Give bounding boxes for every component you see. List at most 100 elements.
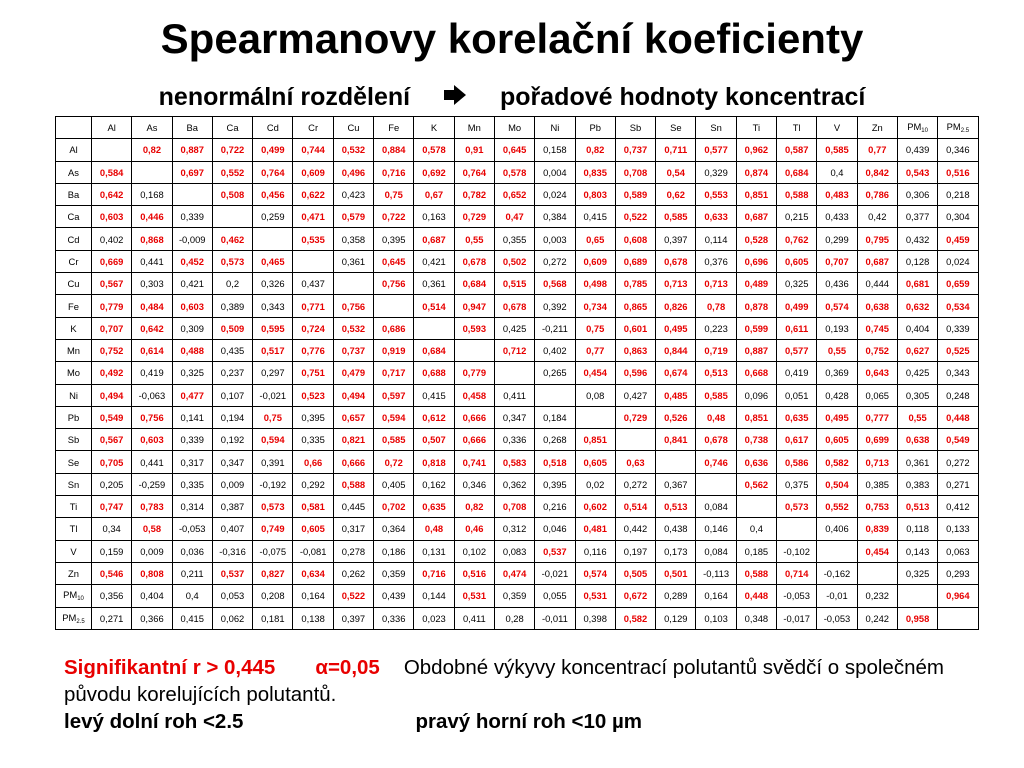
table-cell [574,405,616,430]
column-header: Mo [493,115,536,140]
table-row: Ca 0,603 0,446 0,339 0,259 0,471 0,579 0,722 0,1… [55,205,979,229]
table-cell: 0,387 [211,495,254,519]
table-cell: 0,58 [131,517,173,541]
table-cell: 0,268 [534,428,576,452]
column-header: Fe [373,115,415,140]
table-cell: 0,051 [776,383,818,407]
table-cell: 0,764 [252,160,294,184]
table-cell: 0,053 [211,584,254,608]
table-cell: 0,782 [453,182,495,207]
table-cell: 0,306 [896,182,939,207]
table-cell: 0,211 [171,561,213,586]
table-cell: 0,603 [171,294,213,318]
footer-line-3: levý dolní roh <2.5 pravý horní roh <10 µ… [64,708,984,735]
table-cell: 0,642 [131,316,173,340]
table-cell: 0,28 [493,606,536,630]
table-cell: 0,531 [574,584,616,608]
row-header: Ca [55,205,92,229]
table-cell: 0,635 [776,405,818,430]
table-cell: 0,593 [453,316,495,340]
row-header: K [55,316,92,340]
table-cell: 0,46 [453,517,495,541]
table-cell: -0,053 [816,606,858,630]
table-cell: 0,708 [614,160,657,184]
table-cell: 0,589 [614,182,657,207]
table-cell: -0,009 [171,227,213,251]
table-cell: 0,609 [574,249,616,274]
table-cell: 0,335 [171,472,213,497]
table-cell: 0,355 [493,227,536,251]
table-cell: 0,143 [896,539,939,563]
table-cell: 0,163 [413,205,455,229]
table-cell: 0,645 [373,249,415,274]
table-cell: 0,065 [856,383,898,407]
table-cell: 0,384 [534,205,576,229]
table-cell: 0,419 [131,361,173,385]
table-cell [211,205,254,229]
table-cell: 0,329 [695,160,737,184]
table-cell: 0,756 [131,405,173,430]
table-cell: 0,216 [534,495,576,519]
row-header: Zn [55,561,92,586]
row-header: Cd [55,227,92,251]
column-header: Ba [171,115,213,140]
table-cell: 0,317 [332,517,375,541]
table-cell: 0,594 [373,405,415,430]
table-cell: 0,495 [655,316,697,340]
table-row: Ba 0,642 0,168 0,508 0,456 0,622 0,423 0,75 0,67… [55,182,979,207]
table-cell: 0,336 [493,428,536,452]
table-cell: 0,448 [735,584,778,608]
table-row: Al 0,82 0,887 0,722 0,499 0,744 0,532 0,884 0,57… [55,138,979,162]
table-cell: 0,303 [131,272,173,296]
table-cell: 0,713 [655,272,697,296]
table-cell: 0,485 [655,383,697,407]
table-cell: -0,075 [252,539,294,563]
table-cell: 0,325 [776,272,818,296]
table-cell: 0,096 [735,383,778,407]
table-cell: 0,756 [332,294,375,318]
table-row: Ti 0,747 0,783 0,314 0,387 0,573 0,581 0,445 0,7… [55,495,979,519]
table-cell: 0,278 [332,539,375,563]
table-cell: 0,605 [816,428,858,452]
table-cell: 0,749 [252,517,294,541]
table-row: Cu 0,567 0,303 0,421 0,2 0,326 0,437 0,756 0,361… [55,272,979,296]
table-cell: 0,66 [292,450,334,474]
table-cell: 0,339 [171,205,213,229]
table-cell: 0,494 [332,383,375,407]
table-cell: 0,737 [332,338,375,363]
table-cell: 0,567 [90,428,133,452]
table-cell: 0,297 [252,361,294,385]
table-cell: 0,481 [574,517,616,541]
table-cell: 0,48 [413,517,455,541]
table-cell: 0,702 [373,495,415,519]
column-header: Ca [211,115,254,140]
table-cell: 0,779 [453,361,495,385]
table-cell: 0,083 [493,539,536,563]
table-cell: 0,168 [131,182,173,207]
table-cell: 0,587 [776,138,818,162]
table-cell: 0,405 [373,472,415,497]
column-header: As [131,115,173,140]
correlation-table-wrapper: Al As Ba Ca Cd Cr Cu Fe K Mn Mo Ni Pb Sb Se Sn Ti Tl V Zn PM… [55,115,979,630]
table-cell: 0,627 [896,338,939,363]
table-cell: -0,102 [776,539,818,563]
table-cell: 0,738 [735,428,778,452]
table-cell: 0,697 [171,160,213,184]
table-cell: 0,383 [896,472,939,497]
table-cell: 0,335 [292,428,334,452]
table-cell: 0,158 [534,138,576,162]
table-cell: 0,884 [373,138,415,162]
column-header: Mn [453,115,495,140]
table-cell: 0,588 [332,472,375,497]
table-cell: 0,707 [816,249,858,274]
table-cell: 0,339 [171,428,213,452]
table-cell: 0,734 [574,294,616,318]
row-header: Mo [55,361,92,385]
table-cell: 0,159 [90,539,133,563]
row-header: Mn [55,338,92,363]
table-cell: 0,366 [131,606,173,630]
table-cell: 0,552 [211,160,254,184]
table-row: Sb 0,567 0,603 0,339 0,192 0,594 0,335 0,821 0,5… [55,428,979,452]
table-cell: 0,084 [695,495,737,519]
table-row: As 0,584 0,697 0,552 0,764 0,609 0,496 0,716 0,6… [55,160,979,184]
